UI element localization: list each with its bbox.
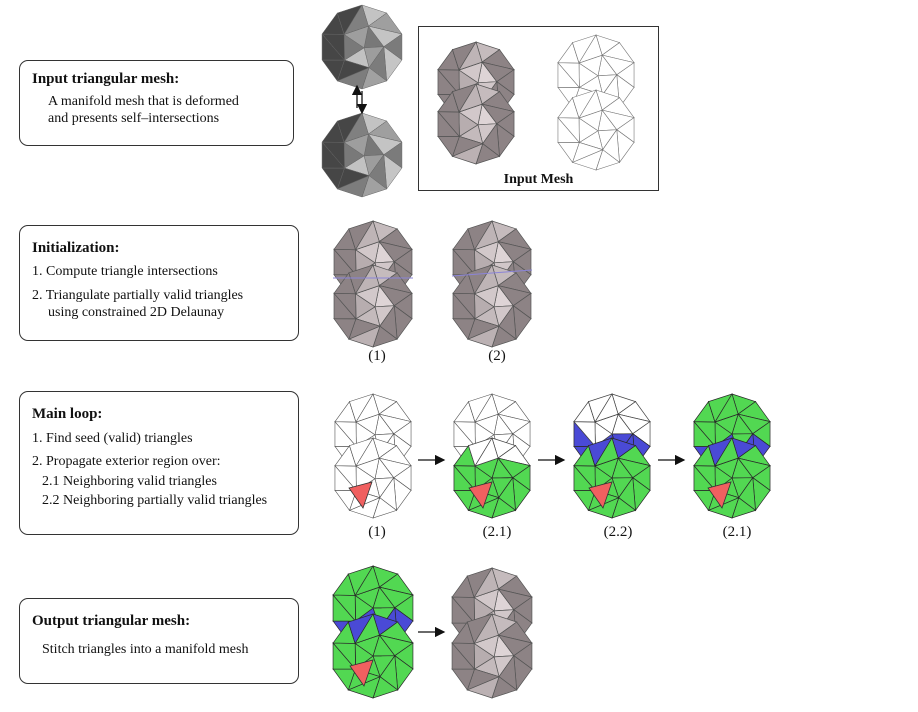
step-line: using constrained 2D Delaunay	[48, 305, 225, 320]
mesh-ball	[573, 437, 651, 519]
step-line: 2.2 Neighboring partially valid triangle…	[42, 493, 268, 508]
step-title: Output triangular mesh:	[32, 613, 191, 629]
step-line: 2. Triangulate partially valid triangles	[32, 288, 244, 303]
mesh-ball	[333, 264, 413, 348]
mesh-facet	[594, 393, 619, 423]
init-caption: (2)	[488, 348, 506, 364]
input-mesh-label: Input Mesh	[503, 172, 574, 187]
mesh-facet	[473, 613, 499, 645]
mesh-facet	[458, 83, 483, 113]
mesh-facet	[474, 437, 499, 467]
seed-triangle	[707, 481, 732, 509]
seed-triangle	[348, 481, 373, 509]
mesh-facet	[354, 264, 380, 295]
step-title: Input triangular mesh:	[32, 71, 180, 87]
mesh-facet	[354, 565, 380, 597]
mesh-facet	[354, 613, 380, 645]
mesh-facet	[355, 437, 380, 467]
intersection-line	[451, 269, 533, 277]
step-line: A manifold mesh that is deformed	[48, 94, 239, 109]
step-line: 1. Compute triangle intersections	[32, 264, 218, 279]
mesh-facet	[473, 567, 499, 599]
mesh-ball	[452, 264, 532, 348]
input-mesh-frame: Input Mesh	[418, 26, 659, 191]
mesh-facet	[714, 393, 739, 423]
mesh-ball	[557, 89, 635, 171]
mesh-ball	[321, 112, 403, 198]
mesh-ball	[453, 437, 531, 519]
mesh-facet	[343, 112, 369, 143]
mesh-ball	[321, 4, 403, 90]
seed-triangle	[588, 481, 613, 509]
seed-triangle	[468, 481, 493, 509]
mesh-facet	[458, 41, 483, 71]
mesh-facet	[594, 437, 619, 467]
mesh-ball	[693, 437, 771, 519]
mesh-facet	[354, 220, 380, 251]
mesh-ball	[437, 83, 515, 165]
step-box-main-loop: Main loop: 1. Find seed (valid) triangle…	[19, 391, 299, 535]
step-line: 2.1 Neighboring valid triangles	[42, 474, 217, 489]
step-title: Main loop:	[32, 406, 103, 422]
step-box-input: Input triangular mesh: A manifold mesh t…	[19, 60, 294, 146]
mesh-facet	[474, 393, 499, 423]
mesh-facet	[473, 220, 499, 251]
step-line: Stitch triangles into a manifold mesh	[42, 642, 249, 657]
init-caption: (1)	[368, 348, 386, 364]
step-title: Initialization:	[32, 240, 120, 256]
loop-caption: (1)	[368, 524, 386, 540]
mesh-ball	[332, 613, 414, 699]
step-box-initialization: Initialization: 1. Compute triangle inte…	[19, 225, 299, 341]
mesh-facet	[578, 34, 603, 64]
step-line: 2. Propagate exterior region over:	[32, 454, 221, 469]
mesh-facet	[473, 264, 499, 295]
seed-triangle	[349, 659, 374, 687]
step-line: and presents self–intersections	[48, 111, 220, 126]
mesh-facet	[355, 393, 380, 423]
step-box-output: Output triangular mesh: Stitch triangles…	[19, 598, 299, 684]
step-line: 1. Find seed (valid) triangles	[32, 431, 193, 446]
mesh-ball	[451, 613, 533, 699]
mesh-facet	[714, 437, 739, 467]
loop-caption: (2.1)	[482, 524, 512, 540]
mesh-facet	[578, 89, 603, 119]
loop-caption: (2.2)	[603, 524, 633, 540]
mesh-facet	[343, 4, 369, 35]
mesh-ball	[334, 437, 412, 519]
loop-caption: (2.1)	[722, 524, 752, 540]
